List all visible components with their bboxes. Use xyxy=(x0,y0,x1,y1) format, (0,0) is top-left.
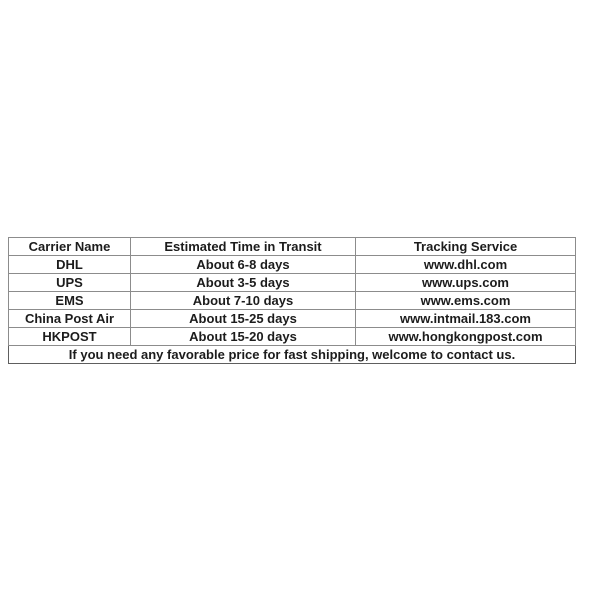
shipping-info-panel: Carrier Name Estimated Time in Transit T… xyxy=(8,237,576,364)
contact-note: If you need any favorable price for fast… xyxy=(8,345,576,364)
transit-time-cell: About 3-5 days xyxy=(130,273,356,292)
column-header-transit-time: Estimated Time in Transit xyxy=(130,237,356,256)
tracking-url-cell: www.hongkongpost.com xyxy=(355,327,576,346)
transit-time-cell: About 7-10 days xyxy=(130,291,356,310)
table-row-china-post-air: China Post Air About 15-25 days www.intm… xyxy=(8,309,576,328)
table-row-dhl: DHL About 6-8 days www.dhl.com xyxy=(8,255,576,274)
tracking-url-cell: www.ems.com xyxy=(355,291,576,310)
tracking-url-cell: www.ups.com xyxy=(355,273,576,292)
transit-time-cell: About 6-8 days xyxy=(130,255,356,274)
transit-time-cell: About 15-25 days xyxy=(130,309,356,328)
carrier-name-cell: DHL xyxy=(8,255,131,274)
table-row-ups: UPS About 3-5 days www.ups.com xyxy=(8,273,576,292)
tracking-url-cell: www.intmail.183.com xyxy=(355,309,576,328)
carrier-name-cell: China Post Air xyxy=(8,309,131,328)
table-row-ems: EMS About 7-10 days www.ems.com xyxy=(8,291,576,310)
shipping-table: Carrier Name Estimated Time in Transit T… xyxy=(8,237,576,364)
column-header-carrier-name: Carrier Name xyxy=(8,237,131,256)
table-header-row: Carrier Name Estimated Time in Transit T… xyxy=(8,237,576,256)
table-footer-row: If you need any favorable price for fast… xyxy=(8,345,576,364)
carrier-name-cell: HKPOST xyxy=(8,327,131,346)
carrier-name-cell: UPS xyxy=(8,273,131,292)
table-row-hkpost: HKPOST About 15-20 days www.hongkongpost… xyxy=(8,327,576,346)
carrier-name-cell: EMS xyxy=(8,291,131,310)
column-header-tracking-service: Tracking Service xyxy=(355,237,576,256)
tracking-url-cell: www.dhl.com xyxy=(355,255,576,274)
transit-time-cell: About 15-20 days xyxy=(130,327,356,346)
